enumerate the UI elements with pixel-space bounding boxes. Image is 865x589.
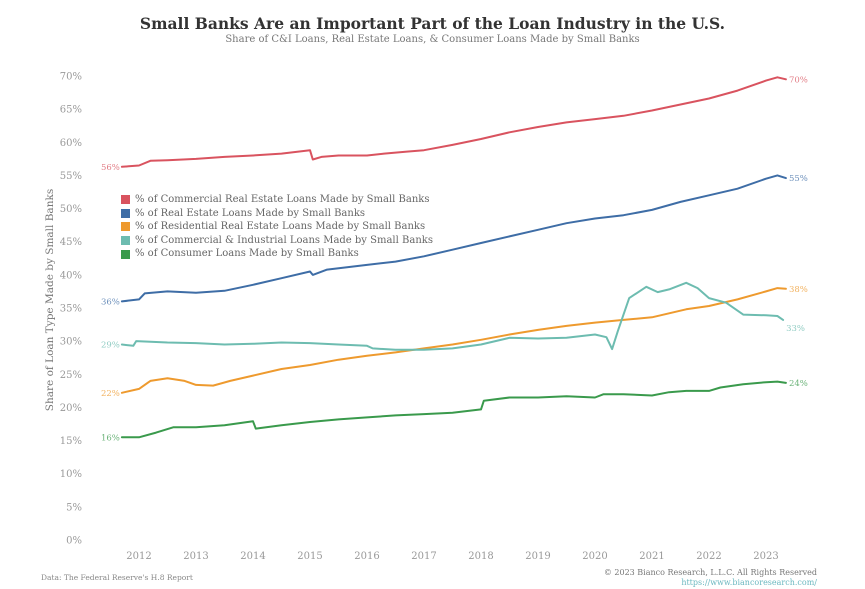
series-line — [120, 174, 787, 303]
y-tick-label: 50% — [60, 204, 82, 215]
x-tick-label: 2012 — [126, 551, 151, 562]
legend-item: % of Consumer Loans Made by Small Banks — [121, 247, 433, 261]
series-end-label: 55% — [789, 174, 808, 184]
y-tick-label: 25% — [60, 370, 82, 381]
legend-label: % of Residential Real Estate Loans Made … — [135, 221, 426, 233]
legend-label: % of Commercial Real Estate Loans Made b… — [135, 194, 430, 205]
series-end-label: 38% — [789, 285, 808, 295]
y-tick-label: 45% — [60, 237, 82, 248]
legend-item: % of Commercial Real Estate Loans Made b… — [121, 193, 433, 207]
website-link[interactable]: https://www.biancoresearch.com/ — [681, 578, 817, 587]
copyright-text: © 2023 Bianco Research, L.L.C. All Right… — [603, 568, 817, 577]
y-axis-label: Share of Loan Type Made by Small Banks — [44, 189, 56, 411]
series-start-label: 22% — [101, 389, 120, 399]
y-tick-label: 40% — [60, 270, 82, 281]
series-line — [120, 281, 785, 351]
x-tick-label: 2022 — [696, 551, 721, 562]
series-line — [120, 287, 787, 394]
y-tick-label: 20% — [60, 403, 82, 414]
x-tick-label: 2013 — [183, 551, 208, 562]
y-axis-ticks: 0% 5% 10% 15% 20% 25% 30% 35% 40% 45% 50% 55% 60% 65%… — [60, 72, 82, 547]
y-tick-label: 65% — [60, 105, 82, 116]
legend-item: % of Commercial & Industrial Loans Made … — [121, 234, 433, 248]
y-tick-label: 70% — [60, 72, 82, 83]
x-tick-label: 2020 — [582, 551, 607, 562]
copyright-block: © 2023 Bianco Research, L.L.C. All Right… — [604, 568, 817, 588]
series-start-label: 56% — [101, 163, 120, 173]
legend-swatch — [121, 195, 130, 205]
y-tick-label: 0% — [66, 536, 82, 547]
series-start-label: 29% — [101, 340, 120, 350]
legend-item: % of Residential Real Estate Loans Made … — [121, 220, 433, 234]
legend-swatch — [121, 236, 130, 246]
x-tick-label: 2016 — [354, 551, 379, 562]
x-tick-label: 2019 — [525, 551, 550, 562]
chart-subtitle: Share of C&I Loans, Real Estate Loans, &… — [225, 34, 640, 45]
x-tick-label: 2014 — [240, 551, 265, 562]
x-axis-ticks: 2012 2013 2014 2015 2016 2017 2018 2019 2020 2021… — [126, 551, 778, 562]
series-start-label: 36% — [101, 297, 120, 307]
x-tick-label: 2018 — [468, 551, 493, 562]
x-tick-label: 2021 — [639, 551, 664, 562]
legend-label: % of Real Estate Loans Made by Small Ban… — [135, 207, 366, 219]
series-end-label: 24% — [789, 379, 808, 389]
chart-title: Small Banks Are an Important Part of the… — [139, 14, 726, 33]
series-end-labels: 56% 70% 36% 55% 22% 38% 29% 33% 16% 24% — [101, 75, 808, 443]
series-lines — [120, 76, 787, 439]
y-tick-label: 5% — [66, 502, 82, 513]
series-end-label: 70% — [789, 75, 808, 85]
y-tick-label: 60% — [60, 138, 82, 149]
y-tick-label: 55% — [60, 171, 82, 182]
legend-swatch — [121, 208, 130, 218]
series-line — [120, 380, 787, 439]
legend-item: % of Real Estate Loans Made by Small Ban… — [121, 207, 433, 221]
series-line — [120, 76, 787, 168]
data-source-note: Data: The Federal Reserve's H.8 Report — [41, 573, 193, 582]
series-start-label: 16% — [101, 433, 120, 443]
legend-swatch — [121, 249, 130, 259]
x-tick-label: 2017 — [411, 551, 436, 562]
series-end-label: 33% — [786, 324, 805, 334]
legend-label: % of Consumer Loans Made by Small Banks — [135, 248, 359, 260]
legend-swatch — [121, 222, 130, 232]
legend-label: % of Commercial & Industrial Loans Made … — [135, 234, 433, 246]
x-tick-label: 2023 — [753, 551, 778, 562]
y-tick-label: 30% — [60, 337, 82, 348]
y-tick-label: 10% — [60, 469, 82, 480]
legend: % of Commercial Real Estate Loans Made b… — [121, 193, 433, 261]
x-tick-label: 2015 — [297, 551, 322, 562]
y-tick-label: 15% — [60, 436, 82, 447]
y-tick-label: 35% — [60, 304, 82, 315]
